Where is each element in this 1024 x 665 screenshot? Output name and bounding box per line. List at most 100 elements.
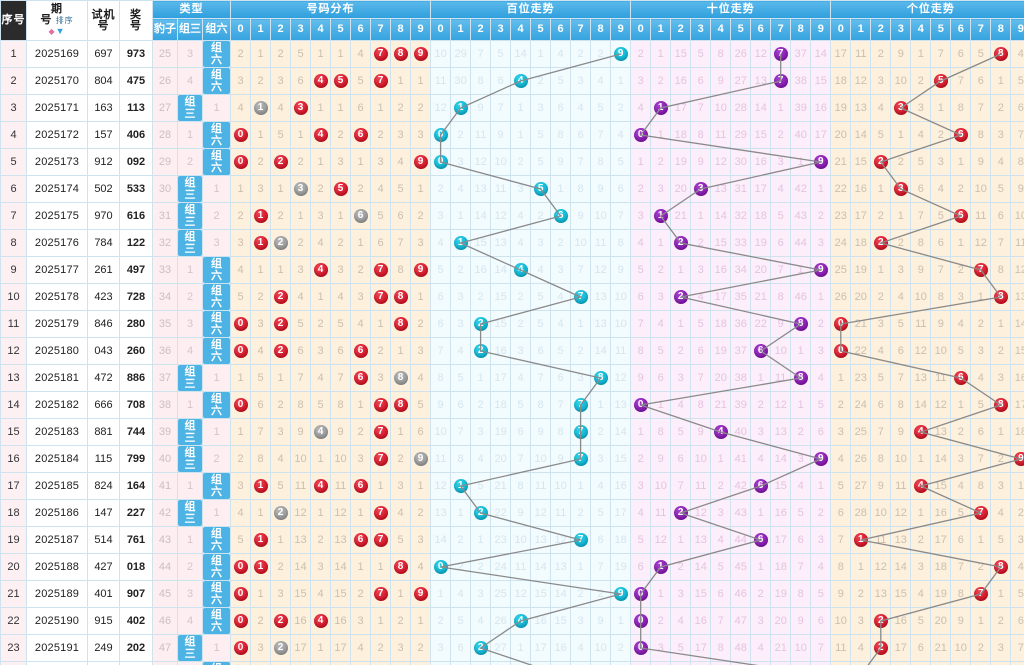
header-shi-digit-3[interactable]: 3 bbox=[690, 18, 712, 41]
header-bai-digit-1[interactable]: 1 bbox=[450, 18, 472, 41]
cell-bai-9: 11 bbox=[610, 337, 632, 365]
cell-bai-6: 2 bbox=[550, 229, 572, 257]
cell-type-zu3: 1 bbox=[177, 472, 203, 500]
cell-dist-8: 1 bbox=[390, 580, 412, 608]
ball-shi: 0 bbox=[633, 587, 648, 601]
header-ge-digit-0[interactable]: 0 bbox=[830, 18, 852, 41]
header-dist-digit-3[interactable]: 3 bbox=[290, 18, 312, 41]
cell-dist-9: 3 bbox=[410, 229, 432, 257]
header-shi-digit-0[interactable]: 0 bbox=[630, 18, 652, 41]
cell-ge-0: 0 bbox=[830, 310, 852, 338]
header-issue-sort[interactable]: 排序 ◆▼ bbox=[48, 16, 74, 36]
cell-try-number: 115 bbox=[87, 445, 120, 473]
cell-issue[interactable]: 2025181 bbox=[26, 364, 88, 392]
cell-issue[interactable]: 2025186 bbox=[26, 499, 88, 527]
header-shi-digit-5[interactable]: 5 bbox=[730, 18, 752, 41]
header-shi-digit-2[interactable]: 2 bbox=[670, 18, 692, 41]
header-shi-digit-9[interactable]: 9 bbox=[810, 18, 832, 41]
cell-issue[interactable]: 2025190 bbox=[26, 607, 88, 635]
header-shi-digit-8[interactable]: 8 bbox=[790, 18, 812, 41]
cell-ge-2: 2 bbox=[870, 283, 892, 311]
cell-try-number: 846 bbox=[87, 310, 120, 338]
header-shi-digit-6[interactable]: 6 bbox=[750, 18, 772, 41]
cell-issue[interactable]: 2025178 bbox=[26, 283, 88, 311]
header-dist-digit-0[interactable]: 0 bbox=[230, 18, 252, 41]
ball-award: 1 bbox=[253, 236, 268, 250]
header-dist-digit-6[interactable]: 6 bbox=[350, 18, 372, 41]
cell-shi-3: 2 bbox=[690, 229, 712, 257]
header-shi-digit-4[interactable]: 4 bbox=[710, 18, 732, 41]
header-bai-digit-7[interactable]: 7 bbox=[570, 18, 592, 41]
header-ge-digit-2[interactable]: 2 bbox=[870, 18, 892, 41]
header-bai-digit-9[interactable]: 9 bbox=[610, 18, 632, 41]
cell-shi-3: 10 bbox=[690, 445, 712, 473]
header-dist-digit-7[interactable]: 7 bbox=[370, 18, 392, 41]
cell-type-baozi: 28 bbox=[152, 121, 178, 149]
cell-shi-3: 5 bbox=[690, 40, 712, 68]
cell-bai-4: 14 bbox=[510, 40, 532, 68]
cell-issue[interactable]: 2025176 bbox=[26, 229, 88, 257]
cell-issue[interactable]: 2025182 bbox=[26, 391, 88, 419]
cell-issue[interactable]: 2025188 bbox=[26, 553, 88, 581]
header-dist-digit-9[interactable]: 9 bbox=[410, 18, 432, 41]
cell-issue[interactable]: 2025175 bbox=[26, 202, 88, 230]
cell-shi-7: 17 bbox=[770, 526, 792, 554]
cell-issue[interactable]: 2025174 bbox=[26, 175, 88, 203]
cell-bai-1: 7 bbox=[450, 661, 472, 665]
cell-issue[interactable]: 2025171 bbox=[26, 94, 88, 122]
header-bai-digit-6[interactable]: 6 bbox=[550, 18, 572, 41]
cell-ge-9: 13 bbox=[1010, 283, 1024, 311]
cell-ge-6: 9 bbox=[950, 607, 972, 635]
cell-dist-9: 4 bbox=[410, 364, 432, 392]
cell-shi-3: 15 bbox=[690, 580, 712, 608]
header-bai-digit-2[interactable]: 2 bbox=[470, 18, 492, 41]
cell-shi-4: 21 bbox=[710, 391, 732, 419]
cell-ge-8: 2 bbox=[990, 337, 1012, 365]
cell-issue[interactable]: 2025189 bbox=[26, 580, 88, 608]
header-ge-digit-8[interactable]: 8 bbox=[990, 18, 1012, 41]
header-dist-digit-8[interactable]: 8 bbox=[390, 18, 412, 41]
cell-issue[interactable]: 2025185 bbox=[26, 472, 88, 500]
header-ge-digit-5[interactable]: 5 bbox=[930, 18, 952, 41]
header-shi-digit-1[interactable]: 1 bbox=[650, 18, 672, 41]
header-bai-digit-5[interactable]: 5 bbox=[530, 18, 552, 41]
cell-issue[interactable]: 2025183 bbox=[26, 418, 88, 446]
header-dist-digit-2[interactable]: 2 bbox=[270, 18, 292, 41]
header-ge-digit-3[interactable]: 3 bbox=[890, 18, 912, 41]
cell-issue[interactable]: 2025184 bbox=[26, 445, 88, 473]
table-row: 16 2025184 115 799 40 组三 2 2 8 4 10 1 10 3 7 2 9 11 8 4 20 7 1… bbox=[0, 445, 1024, 473]
cell-try-number: 157 bbox=[87, 121, 120, 149]
header-dist-digit-5[interactable]: 5 bbox=[330, 18, 352, 41]
header-bai-digit-0[interactable]: 0 bbox=[430, 18, 452, 41]
header-ge-digit-1[interactable]: 1 bbox=[850, 18, 872, 41]
header-dist-digit-4[interactable]: 4 bbox=[310, 18, 332, 41]
cell-issue[interactable]: 2025173 bbox=[26, 148, 88, 176]
cell-issue[interactable]: 2025172 bbox=[26, 121, 88, 149]
cell-dist-8: 1 bbox=[390, 67, 412, 95]
header-dist-digit-1[interactable]: 1 bbox=[250, 18, 272, 41]
header-bai-digit-3[interactable]: 3 bbox=[490, 18, 512, 41]
cell-issue[interactable]: 2025179 bbox=[26, 310, 88, 338]
cell-issue[interactable]: 2025192 bbox=[26, 661, 88, 665]
cell-dist-4: 5 bbox=[310, 391, 332, 419]
cell-dist-3: 6 bbox=[290, 67, 312, 95]
cell-type-zu6: 组六 bbox=[201, 472, 232, 500]
header-ge-digit-6[interactable]: 6 bbox=[950, 18, 972, 41]
cell-bai-0: 5 bbox=[430, 256, 452, 284]
header-bai-digit-8[interactable]: 8 bbox=[590, 18, 612, 41]
cell-issue[interactable]: 2025191 bbox=[26, 634, 88, 662]
header-award-number: 奖号 bbox=[119, 0, 153, 41]
cell-shi-7: 7 bbox=[770, 256, 792, 284]
cell-issue[interactable]: 2025180 bbox=[26, 337, 88, 365]
header-shi-digit-7[interactable]: 7 bbox=[770, 18, 792, 41]
cell-shi-3: 3 bbox=[690, 175, 712, 203]
cell-issue[interactable]: 2025170 bbox=[26, 67, 88, 95]
header-ge-digit-4[interactable]: 4 bbox=[910, 18, 932, 41]
header-ge-digit-7[interactable]: 7 bbox=[970, 18, 992, 41]
header-bai-digit-4[interactable]: 4 bbox=[510, 18, 532, 41]
cell-issue[interactable]: 2025169 bbox=[26, 40, 88, 68]
header-ge-digit-9[interactable]: 9 bbox=[1010, 18, 1024, 41]
header-issue[interactable]: 期号 排序 ◆▼ bbox=[26, 0, 88, 41]
cell-issue[interactable]: 2025187 bbox=[26, 526, 88, 554]
cell-issue[interactable]: 2025177 bbox=[26, 256, 88, 284]
